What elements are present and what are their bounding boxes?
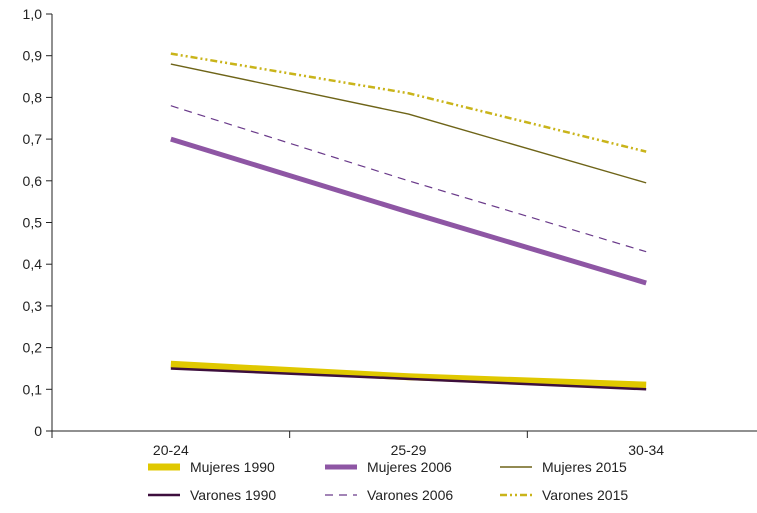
legend-item: Mujeres 1990 (148, 459, 275, 475)
legend-label: Mujeres 1990 (190, 459, 275, 475)
x-tick-label: 25-29 (391, 442, 427, 458)
legend-label: Mujeres 2015 (542, 459, 627, 475)
series-line-5 (170, 63, 647, 184)
legend-label: Varones 2006 (367, 487, 453, 503)
series-line-1 (170, 360, 647, 389)
legend-item: Mujeres 2015 (500, 459, 627, 475)
legend-label: Varones 1990 (190, 487, 276, 503)
x-tick-label: 30-34 (628, 442, 664, 458)
legend-label: Varones 2015 (542, 487, 628, 503)
y-tick-label: 0,1 (23, 381, 43, 397)
y-tick-label: 0,6 (23, 173, 43, 189)
series-line-4 (170, 105, 647, 253)
y-tick-label: 0,4 (23, 256, 43, 272)
y-tick-label: 0,2 (23, 340, 43, 356)
legend-label: Mujeres 2006 (367, 459, 452, 475)
y-tick-label: 1,0 (23, 6, 43, 22)
y-tick-label: 0,3 (23, 298, 43, 314)
y-tick-label: 0,9 (23, 48, 43, 64)
series-line-3 (170, 136, 647, 286)
legend-item: Varones 1990 (148, 487, 276, 503)
legend: Mujeres 1990 Mujeres 2006 Mujeres 2015 Varo… (148, 459, 628, 503)
y-tick-label: 0,5 (23, 215, 43, 231)
y-tick-label: 0,7 (23, 131, 43, 147)
axes: 0 0,1 0,2 0,3 0,4 0,5 0,6 0,7 0,8 0,9 1,0 20-24 25-2… (23, 6, 757, 458)
legend-item: Varones 2015 (500, 487, 628, 503)
series-line-2 (170, 367, 647, 391)
y-tick-label: 0,8 (23, 89, 43, 105)
x-tick-label: 20-24 (153, 442, 189, 458)
legend-item: Mujeres 2006 (325, 459, 452, 475)
y-tick-label: 0 (34, 423, 42, 439)
series-lines (170, 52, 647, 391)
series-line-6 (170, 52, 647, 153)
legend-item: Varones 2006 (325, 487, 453, 503)
